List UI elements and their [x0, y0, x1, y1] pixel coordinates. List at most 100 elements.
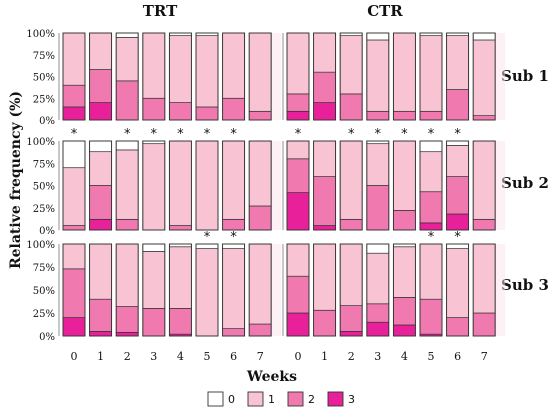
bar-segment — [313, 243, 336, 311]
panel-trt-sub-3: 0 1 2 3 4 * 5 * 6 7 — [58, 230, 282, 363]
bar-outline — [472, 140, 496, 231]
panel-ctr-sub-2: * * * * * * — [282, 127, 506, 231]
significance-star: * — [204, 230, 211, 245]
y-tick-label: 25% — [33, 204, 55, 215]
bar-segment — [89, 140, 112, 153]
bar-segment — [222, 248, 245, 329]
bar-segment — [472, 312, 496, 337]
bar-segment — [89, 218, 112, 231]
bar-segment — [446, 213, 469, 231]
bar-segment — [142, 97, 166, 121]
bar-segment — [366, 243, 390, 254]
bar-segment — [115, 331, 139, 337]
significance-star: * — [295, 127, 302, 142]
bar-segment — [313, 140, 336, 177]
bar-outline — [366, 140, 390, 231]
bar-segment — [419, 151, 443, 193]
bar-segment — [419, 140, 443, 153]
legend-swatch — [247, 391, 264, 407]
bar-segment — [313, 102, 336, 121]
bar-segment — [62, 106, 86, 121]
bar-outline — [115, 32, 139, 121]
bar-outline — [142, 32, 166, 121]
bar-segment — [419, 298, 443, 335]
significance-star: * — [151, 127, 158, 142]
bar-outline — [222, 140, 246, 231]
bar-outline — [222, 32, 246, 121]
bar-segment — [89, 331, 112, 337]
bar-segment — [248, 32, 272, 112]
bar-segment — [62, 317, 86, 337]
bar-outline — [195, 140, 219, 231]
x-tick-label: 0 — [71, 350, 78, 363]
bar-segment — [419, 110, 443, 121]
x-tick-label: 0 — [295, 350, 302, 363]
bar-segment — [115, 32, 139, 38]
bar-segment — [286, 275, 310, 314]
bar-segment — [115, 149, 139, 220]
x-tick-label: 5 — [428, 350, 435, 363]
y-tick-label: 0% — [39, 226, 55, 237]
bar-segment — [339, 305, 363, 332]
x-axis-label: Weeks — [246, 369, 297, 385]
bar-outline — [446, 32, 470, 121]
x-tick-label: 1 — [321, 350, 328, 363]
bar-segment — [393, 246, 416, 298]
bar-segment — [62, 84, 86, 108]
bar-segment — [248, 205, 272, 231]
bar-outline — [62, 243, 86, 337]
x-tick-label: 1 — [97, 350, 104, 363]
y-tick-label: 50% — [33, 73, 55, 84]
bar-outline — [89, 243, 113, 337]
bar-segment — [62, 32, 86, 86]
bar-segment — [142, 308, 166, 337]
bar-outline — [115, 243, 139, 337]
bar-segment — [62, 167, 86, 226]
bar-segment — [286, 312, 310, 337]
bar-segment — [195, 35, 219, 108]
bar-segment — [472, 39, 496, 117]
panel-ctr-sub-1 — [282, 32, 506, 121]
legend-label: 3 — [348, 393, 355, 406]
bar-outline — [419, 140, 443, 231]
panel-trt-sub-1 — [58, 32, 282, 121]
bar-segment — [248, 243, 272, 325]
bar-outline — [366, 32, 390, 121]
bar-outline — [62, 140, 86, 231]
bar-segment — [195, 106, 219, 121]
x-tick-label: 3 — [150, 350, 157, 363]
bar-segment — [142, 143, 166, 231]
bar-segment — [169, 35, 192, 103]
bar-segment — [446, 145, 469, 177]
bar-segment — [366, 252, 390, 305]
x-tick-label: 5 — [204, 350, 211, 363]
bar-segment — [339, 218, 363, 231]
bar-segment — [222, 218, 245, 231]
bar-segment — [169, 308, 192, 335]
bar-outline — [472, 243, 496, 337]
bar-segment — [339, 243, 363, 306]
bar-outline — [366, 243, 390, 337]
bar-segment — [446, 317, 469, 337]
bar-outline — [392, 243, 416, 337]
bar-segment — [313, 225, 336, 231]
significance-star: * — [124, 127, 131, 142]
chart-panels: 0%25%50%75%100%0%25%50%75%100%0%25%50%75… — [26, 29, 506, 363]
bar-segment — [339, 331, 363, 337]
x-tick-label: 6 — [230, 350, 237, 363]
bar-segment — [393, 140, 416, 211]
y-tick-label: 50% — [33, 286, 55, 297]
bar-outline — [222, 243, 246, 337]
y-tick-label: 75% — [33, 263, 55, 274]
bar-segment — [89, 298, 112, 332]
bar-segment — [472, 115, 496, 121]
bar-segment — [286, 32, 310, 95]
bar-segment — [89, 151, 112, 186]
bar-segment — [419, 35, 443, 112]
bar-segment — [419, 222, 443, 231]
bar-segment — [115, 140, 139, 151]
legend-swatch — [207, 391, 224, 407]
bar-outline — [392, 32, 416, 121]
y-tick-label: 100% — [26, 240, 55, 251]
bar-outline — [248, 243, 272, 337]
